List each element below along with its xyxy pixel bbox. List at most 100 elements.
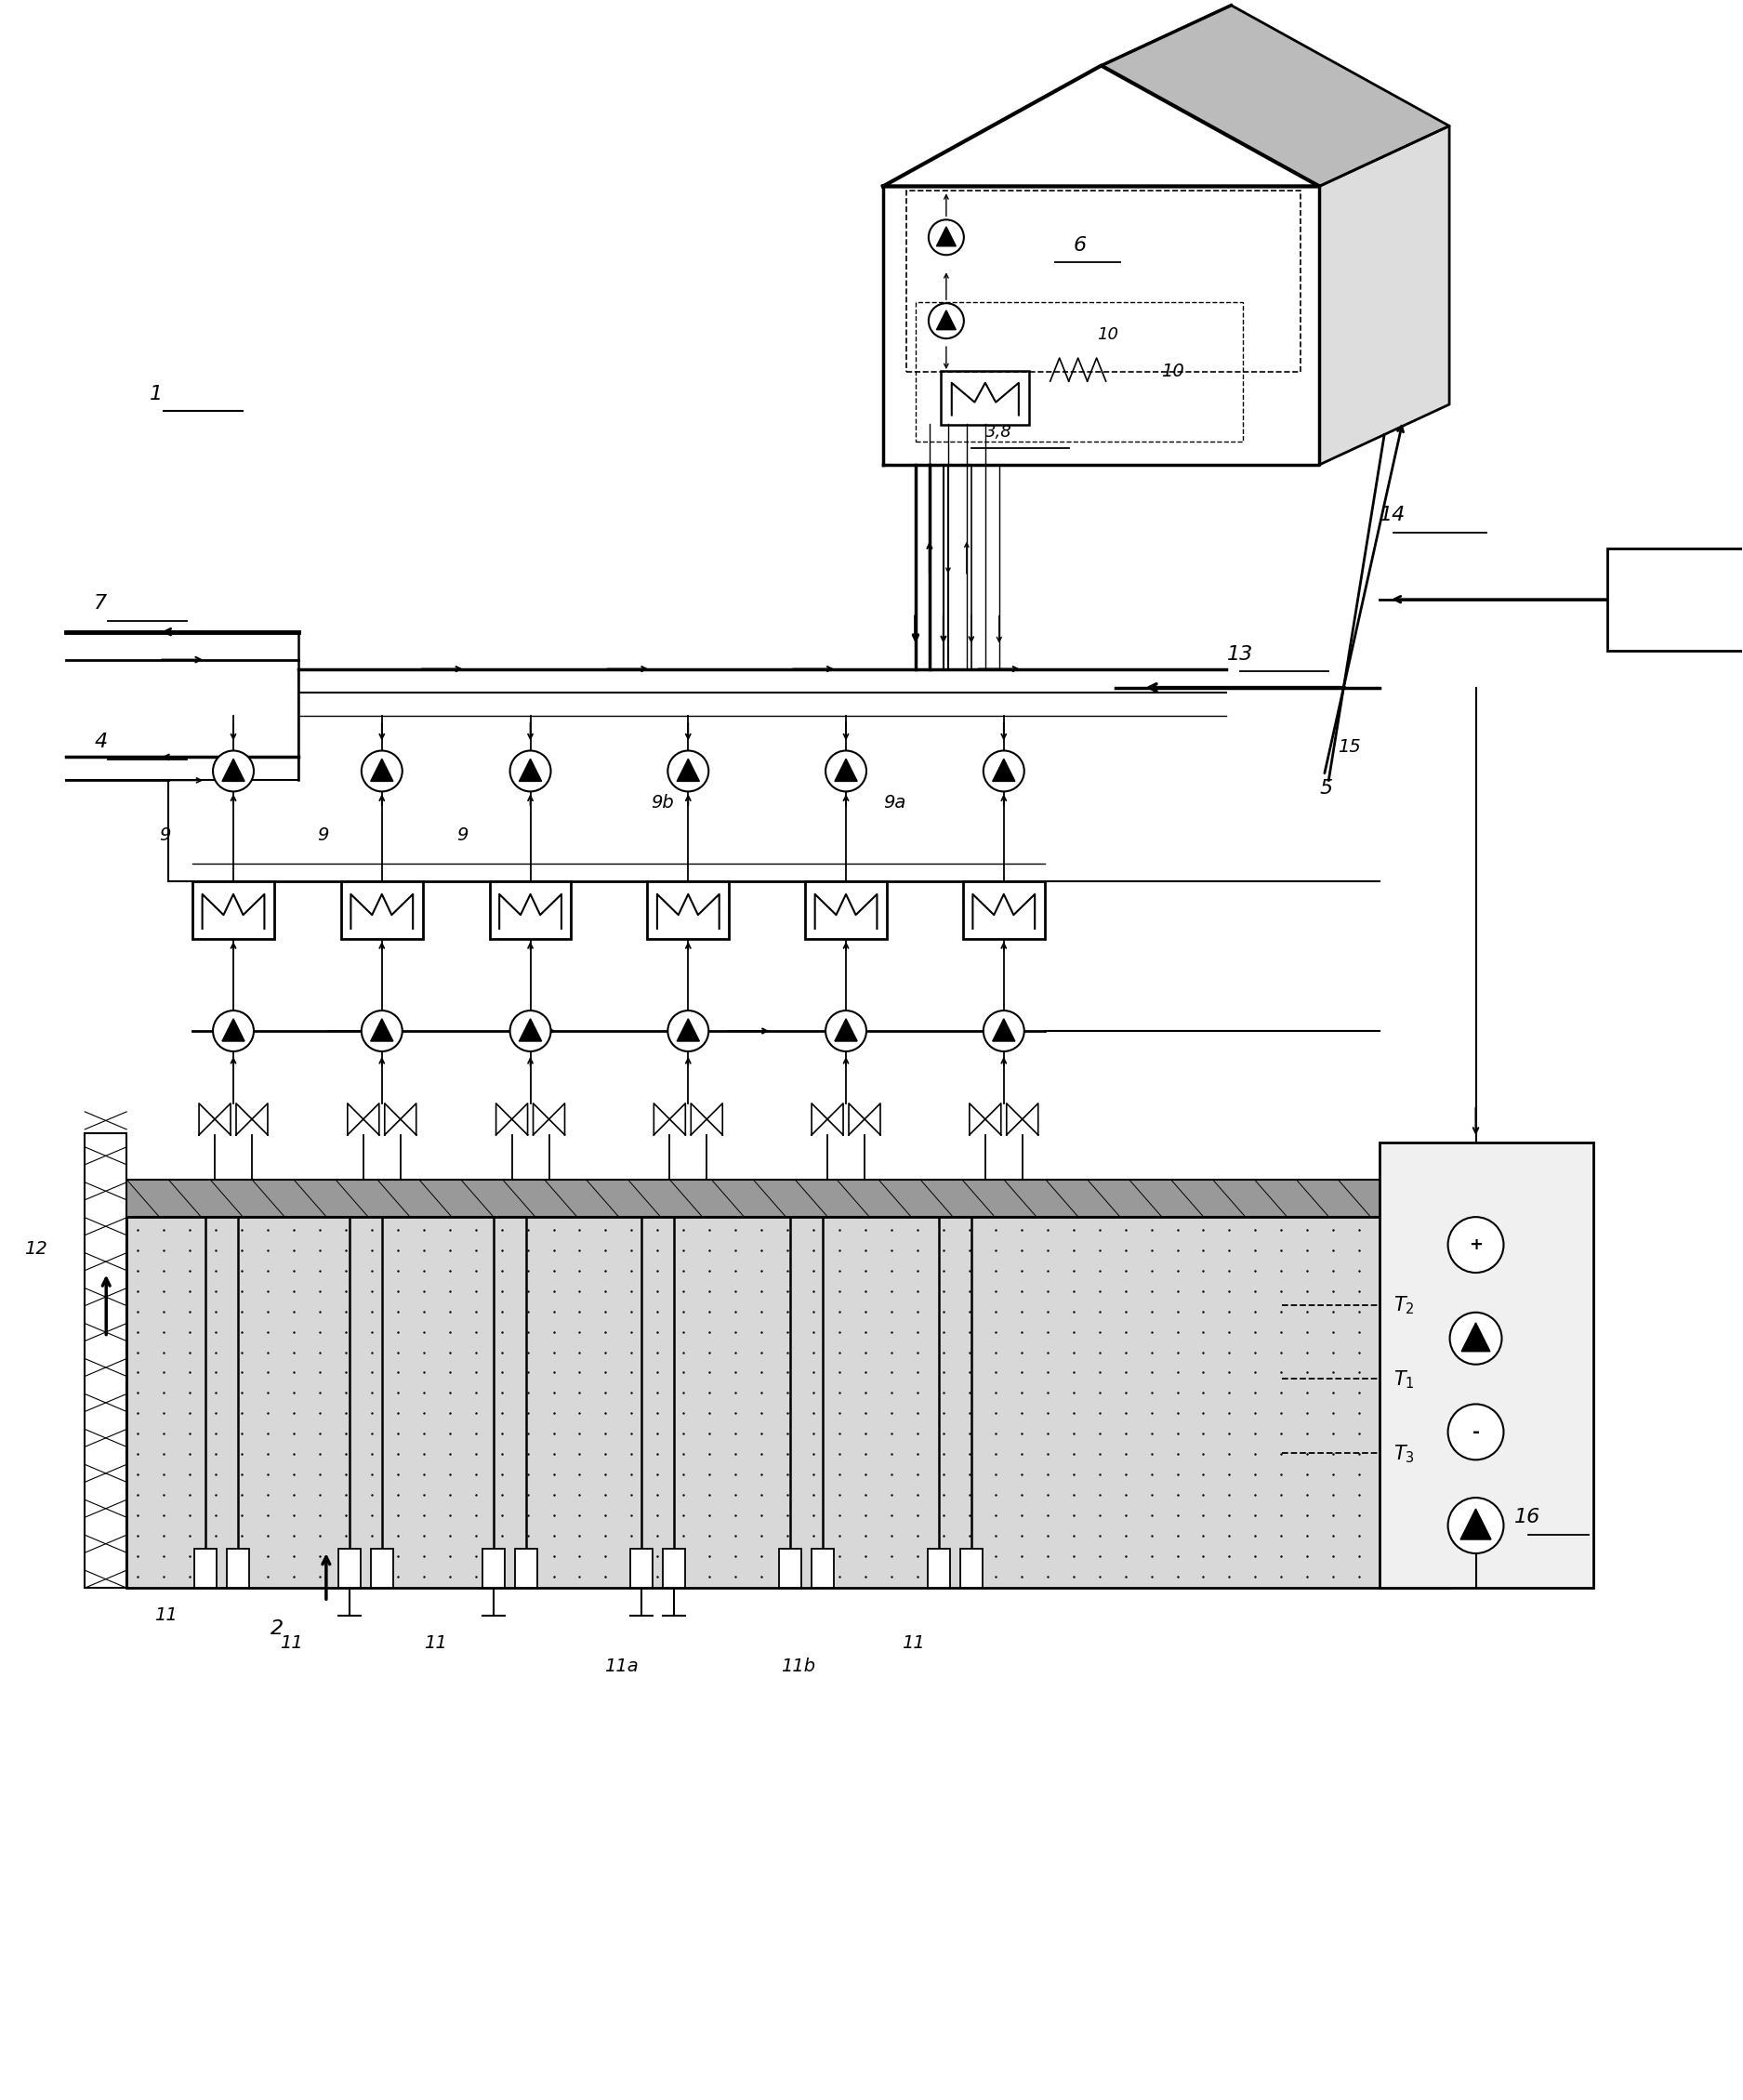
- Bar: [514, 1550, 537, 1588]
- Bar: [1607, 548, 1743, 651]
- Bar: [805, 882, 887, 939]
- Bar: [127, 1216, 1450, 1588]
- Text: 9: 9: [457, 827, 467, 844]
- Bar: [812, 1550, 833, 1588]
- Circle shape: [1448, 1405, 1504, 1459]
- Circle shape: [668, 750, 709, 792]
- Bar: [927, 1550, 950, 1588]
- Text: 9a: 9a: [884, 794, 906, 813]
- Circle shape: [929, 220, 964, 254]
- Bar: [483, 1550, 504, 1588]
- Polygon shape: [835, 1018, 858, 1042]
- Circle shape: [983, 1010, 1025, 1052]
- Circle shape: [1448, 1218, 1504, 1273]
- Polygon shape: [936, 311, 955, 330]
- Polygon shape: [706, 1102, 723, 1134]
- Bar: [662, 1550, 685, 1588]
- Text: 2: 2: [270, 1619, 284, 1638]
- Text: 10: 10: [1096, 325, 1117, 342]
- Circle shape: [213, 750, 254, 792]
- Polygon shape: [347, 1102, 363, 1134]
- Polygon shape: [1102, 6, 1450, 187]
- Circle shape: [511, 750, 551, 792]
- Polygon shape: [512, 1102, 528, 1134]
- Polygon shape: [1461, 1323, 1490, 1352]
- Text: 11: 11: [281, 1634, 303, 1653]
- Polygon shape: [1319, 126, 1450, 464]
- Polygon shape: [992, 758, 1014, 781]
- Polygon shape: [221, 1018, 244, 1042]
- Polygon shape: [812, 1102, 828, 1134]
- Bar: [195, 1550, 216, 1588]
- Bar: [631, 1550, 654, 1588]
- Polygon shape: [363, 1102, 378, 1134]
- Polygon shape: [221, 758, 244, 781]
- Polygon shape: [849, 1102, 865, 1134]
- Polygon shape: [549, 1102, 565, 1134]
- Circle shape: [826, 1010, 866, 1052]
- Bar: [941, 372, 1030, 424]
- Polygon shape: [1006, 1102, 1023, 1134]
- Bar: [906, 191, 1300, 372]
- Polygon shape: [385, 1102, 401, 1134]
- Polygon shape: [969, 1102, 985, 1134]
- Text: $T_3$: $T_3$: [1394, 1443, 1415, 1466]
- Text: -: -: [1473, 1424, 1480, 1441]
- Circle shape: [826, 750, 866, 792]
- Polygon shape: [214, 1102, 230, 1134]
- Bar: [342, 882, 424, 939]
- Polygon shape: [401, 1102, 417, 1134]
- Polygon shape: [371, 1018, 394, 1042]
- Circle shape: [668, 1010, 709, 1052]
- Polygon shape: [253, 1102, 268, 1134]
- Text: 11a: 11a: [605, 1657, 638, 1676]
- Polygon shape: [519, 1018, 542, 1042]
- Text: 14: 14: [1380, 506, 1407, 525]
- Bar: [647, 882, 729, 939]
- Bar: [371, 1550, 392, 1588]
- Circle shape: [361, 1010, 403, 1052]
- Circle shape: [361, 750, 403, 792]
- Text: $T_1$: $T_1$: [1394, 1369, 1415, 1390]
- Text: 11: 11: [424, 1634, 446, 1653]
- Text: 4: 4: [94, 733, 108, 752]
- Bar: [960, 1550, 983, 1588]
- Bar: [962, 882, 1044, 939]
- Text: 11: 11: [901, 1634, 926, 1653]
- Text: 12: 12: [24, 1239, 47, 1258]
- Text: 13: 13: [1227, 645, 1253, 664]
- Circle shape: [1450, 1312, 1502, 1365]
- Polygon shape: [884, 65, 1319, 187]
- Polygon shape: [497, 1102, 512, 1134]
- Polygon shape: [371, 758, 394, 781]
- Text: 11: 11: [155, 1606, 178, 1623]
- Polygon shape: [865, 1102, 880, 1134]
- Bar: [490, 882, 572, 939]
- Bar: [85, 1134, 127, 1588]
- Circle shape: [1448, 1497, 1504, 1554]
- Polygon shape: [690, 1102, 706, 1134]
- Circle shape: [929, 302, 964, 338]
- Text: 3,8: 3,8: [985, 424, 1013, 441]
- Bar: [113, 1180, 1450, 1216]
- Polygon shape: [519, 758, 542, 781]
- Text: 9: 9: [159, 827, 171, 844]
- Polygon shape: [936, 227, 955, 246]
- Text: 16: 16: [1515, 1508, 1541, 1527]
- Polygon shape: [828, 1102, 844, 1134]
- Polygon shape: [533, 1102, 549, 1134]
- Text: $T_2$: $T_2$: [1394, 1294, 1415, 1317]
- Text: 5: 5: [1319, 779, 1332, 798]
- Polygon shape: [884, 187, 1319, 464]
- Text: 9b: 9b: [652, 794, 675, 813]
- Text: 6: 6: [1074, 237, 1086, 254]
- Text: 7: 7: [94, 594, 108, 613]
- Text: 10: 10: [1161, 363, 1185, 380]
- Polygon shape: [1461, 1508, 1490, 1539]
- Bar: [227, 1550, 249, 1588]
- Circle shape: [983, 750, 1025, 792]
- Circle shape: [511, 1010, 551, 1052]
- Polygon shape: [676, 758, 699, 781]
- Polygon shape: [676, 1018, 699, 1042]
- Text: 1: 1: [150, 384, 162, 403]
